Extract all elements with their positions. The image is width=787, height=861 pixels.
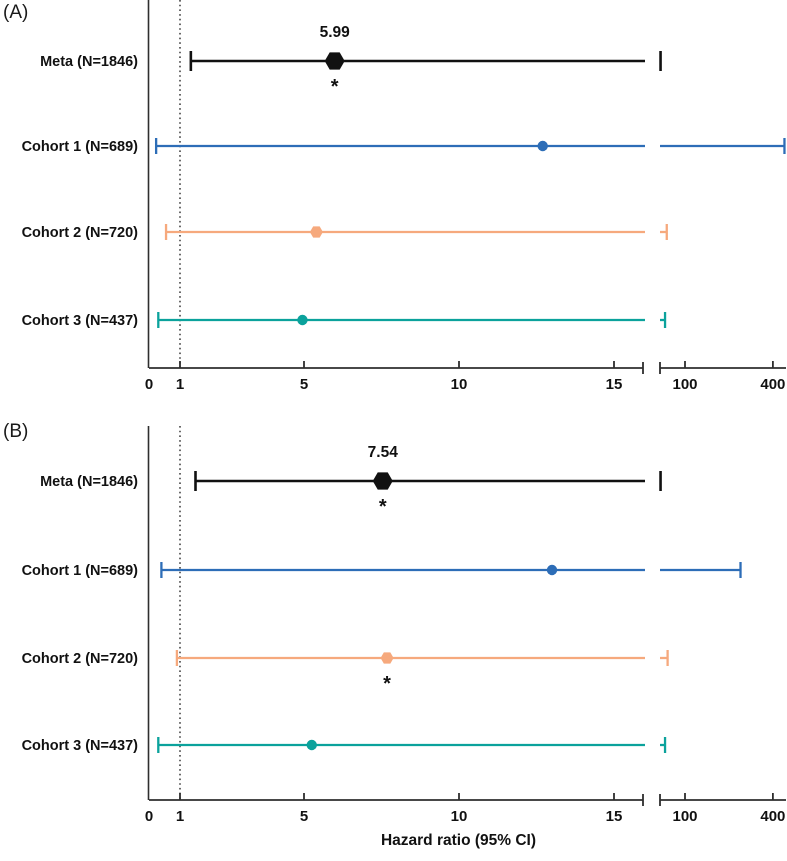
x-tick-label: 10 — [451, 376, 468, 393]
row-label: Cohort 3 (N=437) — [22, 313, 139, 329]
x-tick-label: 0 — [145, 808, 153, 825]
significance-asterisk: * — [383, 673, 391, 695]
x-axis-title: Hazard ratio (95% CI) — [380, 832, 537, 849]
x-tick-label: 400 — [760, 808, 785, 825]
x-tick-label: 5 — [300, 808, 308, 825]
row-label: Cohort 3 (N=437) — [22, 738, 139, 754]
panel-b-label: (B) — [3, 421, 29, 442]
x-tick-label: 0 — [145, 376, 153, 393]
panel-a-label: (A) — [3, 2, 29, 23]
x-tick-label: 5 — [300, 376, 308, 393]
row-label: Meta (N=1846) — [40, 54, 138, 70]
x-tick-label: 15 — [606, 376, 623, 393]
estimate-marker-dot — [537, 140, 548, 152]
x-tick-label: 15 — [606, 808, 623, 825]
estimate-marker-dot — [306, 739, 317, 751]
x-tick-label: 100 — [672, 808, 697, 825]
estimate-marker-hexagon — [309, 226, 323, 238]
estimate-marker-hexagon — [380, 652, 394, 664]
estimate-value-label: 5.99 — [320, 24, 351, 41]
estimate-marker-hexagon — [324, 52, 345, 70]
row-label: Cohort 2 (N=720) — [22, 651, 139, 667]
estimate-marker-dot — [297, 314, 308, 326]
x-tick-label: 100 — [672, 376, 697, 393]
x-tick-label: 1 — [176, 376, 184, 393]
forest-row — [154, 138, 786, 154]
x-tick-label: 10 — [451, 808, 468, 825]
row-label: Cohort 2 (N=720) — [22, 225, 139, 241]
forest-row — [175, 650, 669, 666]
x-tick-label: 400 — [760, 376, 785, 393]
x-tick-label: 1 — [176, 808, 184, 825]
row-label: Cohort 1 (N=689) — [22, 139, 139, 155]
forest-row — [160, 562, 742, 578]
significance-asterisk: * — [331, 76, 339, 98]
forest-row — [189, 51, 662, 71]
significance-asterisk: * — [379, 496, 387, 518]
forest-row — [194, 471, 662, 491]
forest-row — [157, 312, 667, 328]
estimate-value-label: 7.54 — [368, 444, 399, 461]
forest-row — [157, 737, 667, 753]
estimate-marker-hexagon — [372, 472, 393, 490]
forest-row — [164, 224, 668, 240]
row-label: Cohort 1 (N=689) — [22, 563, 139, 579]
row-label: Meta (N=1846) — [40, 474, 138, 490]
estimate-marker-dot — [546, 564, 558, 576]
